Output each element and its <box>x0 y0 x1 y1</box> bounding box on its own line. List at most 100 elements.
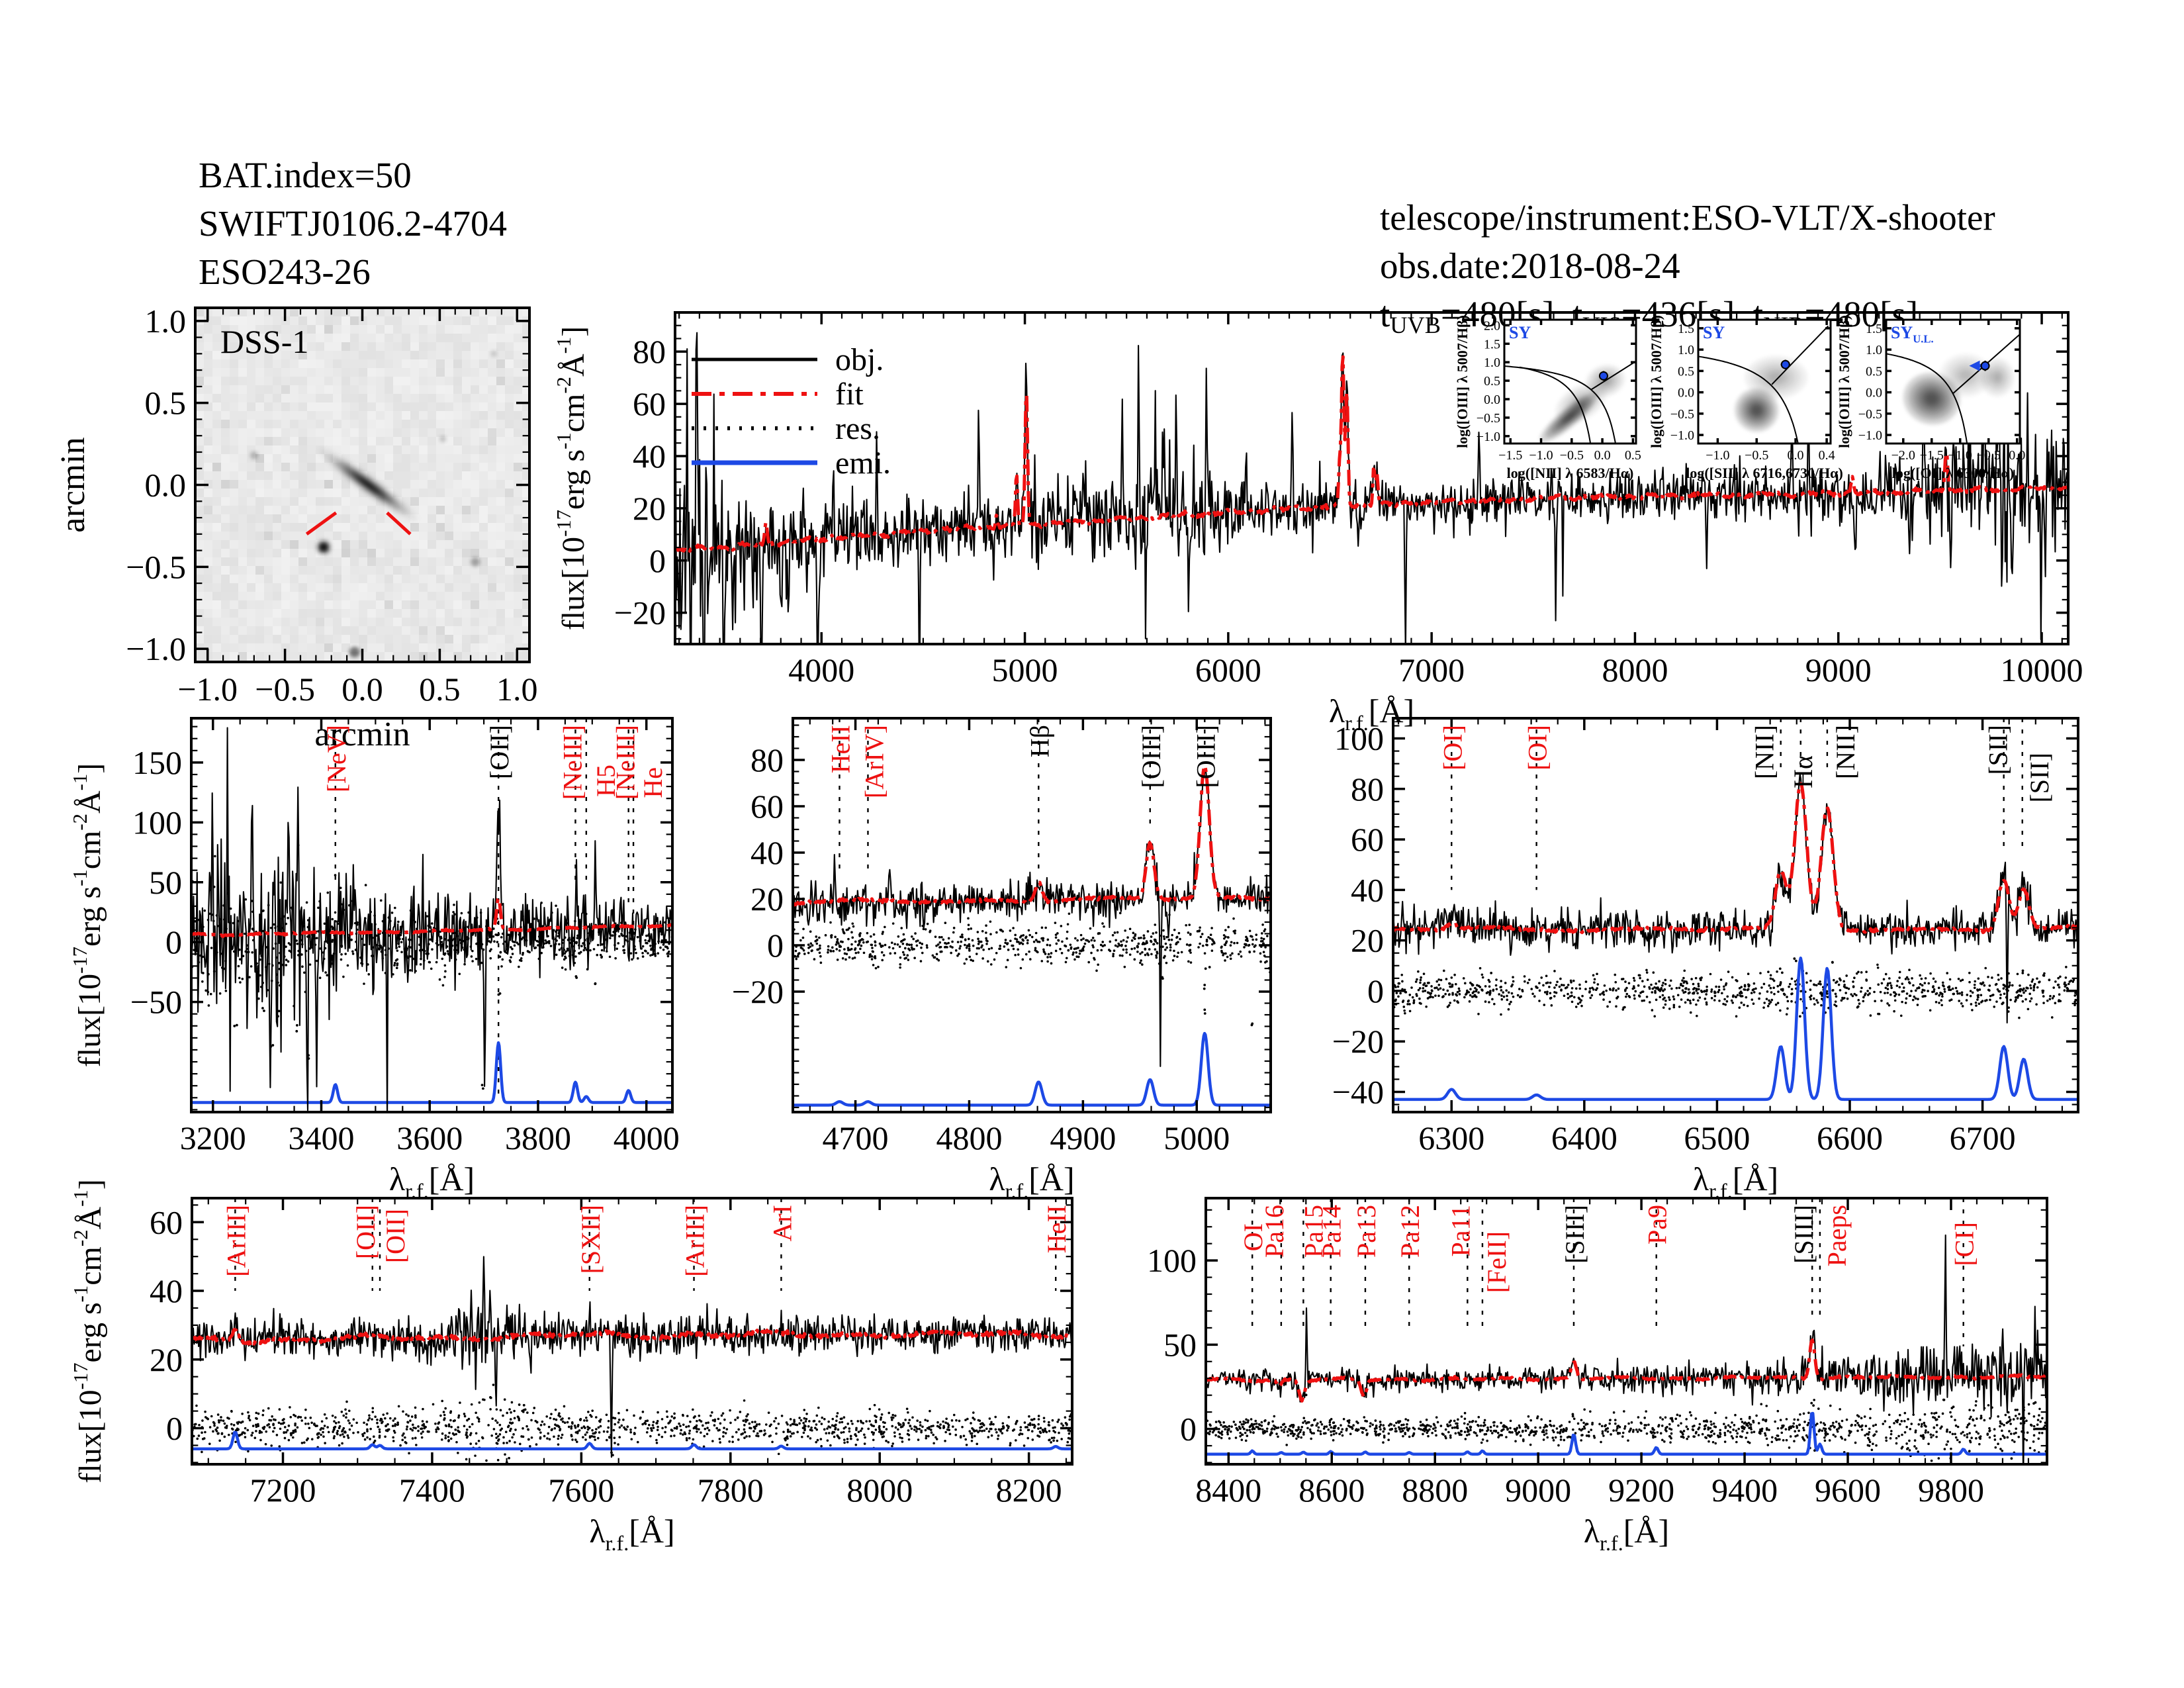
x-tick-label: 8000 <box>1602 651 1668 688</box>
emission-line-label: [CI] <box>1950 1222 1979 1266</box>
y-tick-label: 20 <box>1351 922 1384 959</box>
y-tick-label: 0 <box>767 927 784 964</box>
axes-frame <box>674 311 2070 645</box>
x-axis-title: λr.f.[Å] <box>389 1160 475 1203</box>
density-contour <box>1752 406 1761 415</box>
density-contour <box>1926 393 1938 404</box>
emission-line-label: [OIII] <box>1136 725 1166 788</box>
dss-x-title: arcmin <box>314 716 410 753</box>
inset-y-tick: −0.5 <box>1477 411 1500 426</box>
panel-data <box>1206 1198 2047 1464</box>
demarcation-curve <box>1698 355 1799 444</box>
x-tick-label: 7200 <box>250 1472 316 1509</box>
inset-y-tick: 0.0 <box>1484 393 1500 407</box>
y-tick-label: −20 <box>614 594 666 632</box>
inset-y-tick: −0.5 <box>1858 407 1882 422</box>
x-tick-label: 8600 <box>1298 1472 1365 1509</box>
x-tick-label: 3600 <box>396 1119 463 1156</box>
x-tick-label: 6300 <box>1418 1119 1484 1156</box>
observed-spectrum <box>675 332 2068 644</box>
emission-line-label: Pa11 <box>1445 1205 1475 1257</box>
demarcation-curve <box>1519 366 1592 444</box>
telescope-instrument: telescope/instrument:ESO-VLT/X-shooter <box>1380 197 1995 238</box>
y-tick-label: 20 <box>150 1341 183 1378</box>
x-tick-label: 7000 <box>1398 651 1465 688</box>
inset-x-tick: −2.0 <box>1891 448 1915 463</box>
x-tick-label: 3400 <box>288 1119 354 1156</box>
panel-data <box>192 1198 1072 1464</box>
field-star <box>320 543 328 551</box>
legend-label: obj. <box>835 342 884 377</box>
inset-x-tick: −1.0 <box>1529 448 1553 463</box>
x-tick-label: 3800 <box>505 1119 571 1156</box>
inset-y-tick: 1.5 <box>1678 322 1694 336</box>
inset-x-tick: 0.4 <box>1819 448 1835 463</box>
x-axis-title: λr.f.[Å] <box>589 1513 674 1555</box>
inset-y-title: log([OIII] λ 5007/Hβ) <box>1648 315 1664 448</box>
dss-image-panel: −1.0 −1.0 −0.5 −0.5 0.0 0.0 0.5 0.5 1.0 1.0 arcmin… <box>54 303 538 753</box>
inset-y-tick: 1.5 <box>1866 322 1882 336</box>
inset-x-tick: −1.5 <box>1920 448 1944 463</box>
swift-name: SWIFTJ0106.2-4704 <box>199 203 507 244</box>
emission-model-curve <box>192 1430 1072 1450</box>
residual-dots <box>793 912 1271 1027</box>
y-tick-label: −20 <box>1332 1023 1384 1060</box>
x-tick-label: 7600 <box>548 1472 614 1509</box>
x-tick-label: 4000 <box>614 1119 680 1156</box>
bpt-inset-bpt_sii: −1.0 −0.5 0.0 0.4 −1.0 −0.5 0.0 0.5 1.0 1.5 log([S… <box>1648 315 1843 481</box>
x-tick-label: 6400 <box>1551 1119 1617 1156</box>
inset-x-tick: −1.0 <box>1706 448 1729 463</box>
y-tick-label: 40 <box>751 834 784 871</box>
x-tick-label: 9400 <box>1711 1472 1778 1509</box>
emission-line-label: Pa16 <box>1259 1205 1289 1258</box>
fit-spectrum <box>793 764 1271 907</box>
inset-y-tick: 1.0 <box>1484 355 1500 370</box>
axes-frame <box>1205 1197 2048 1466</box>
faint-source <box>439 436 447 443</box>
legend-label: fit <box>835 377 864 412</box>
density-contour <box>1993 373 2001 381</box>
dss-y-tick: −0.5 <box>126 548 186 585</box>
y-tick-label: 40 <box>633 438 666 475</box>
y-tick-label: 100 <box>1334 720 1384 757</box>
spectrum-panel-halpha: 6300 6400 6500 6600 6700 −40 −20 0 20 40 60 80 100 [O… <box>1332 717 2079 1203</box>
emission-model-curve <box>1206 1411 2047 1456</box>
faint-source <box>471 557 480 567</box>
y-axis-title: flux[10-17erg s-1cm-2Å-1] <box>553 326 591 630</box>
inset-y-tick: 1.0 <box>1678 343 1694 357</box>
bpt-inset-bpt_nii: −1.5 −1.0 −0.5 0.0 0.5 −1.0 −0.5 0.0 0.5 1.0 1.5 2.… <box>1454 315 1641 481</box>
inset-y-tick: −1.0 <box>1670 428 1694 443</box>
inset-y-tick: 0.5 <box>1678 364 1694 379</box>
y-tick-label: 60 <box>1351 821 1384 858</box>
emission-line-label: [SIII] <box>1560 1205 1590 1264</box>
inset-x-tick: −0.5 <box>1745 448 1768 463</box>
x-tick-label: 7800 <box>698 1472 764 1509</box>
inset-class-label: SY <box>1509 323 1531 342</box>
y-tick-label: 20 <box>633 490 666 527</box>
emission-line-label: [NII] <box>1750 725 1780 779</box>
x-tick-label: 5000 <box>992 651 1058 688</box>
fit-spectrum <box>675 355 2068 553</box>
x-tick-label: 6000 <box>1195 651 1261 688</box>
dss-x-tick: 0.5 <box>419 671 461 708</box>
inset-y-tick: 0.5 <box>1484 374 1500 389</box>
y-axis-title: flux[10-17erg s-1cm-2Å-1] <box>69 763 107 1067</box>
emission-line-label: HeII <box>1042 1205 1071 1253</box>
x-axis-title: λr.f.[Å] <box>1693 1160 1778 1203</box>
x-tick-label: 10000 <box>2001 651 2083 688</box>
x-tick-label: 4700 <box>823 1119 889 1156</box>
y-tick-label: 100 <box>132 804 182 841</box>
galaxy <box>320 449 418 521</box>
dss-image <box>195 308 529 662</box>
fit-spectrum <box>1206 1338 2047 1403</box>
x-tick-label: 6500 <box>1684 1119 1750 1156</box>
fit-spectrum <box>1393 782 2078 935</box>
spectrum-panel-nir: 8400 8600 8800 9000 9200 9400 9600 9800 0 50 100 OI… <box>1147 1197 2048 1555</box>
inset-y-tick: 0.0 <box>1678 386 1694 400</box>
spectrum-panel-hbeta: 4700 4800 4900 5000 −20 0 20 40 60 80 HeII [ArIV] Hβ… <box>732 717 1272 1203</box>
y-tick-label: −20 <box>732 973 784 1010</box>
faint-source <box>490 350 498 357</box>
axes-frame <box>1885 318 2021 445</box>
inset-class-label: SY <box>1703 323 1725 342</box>
